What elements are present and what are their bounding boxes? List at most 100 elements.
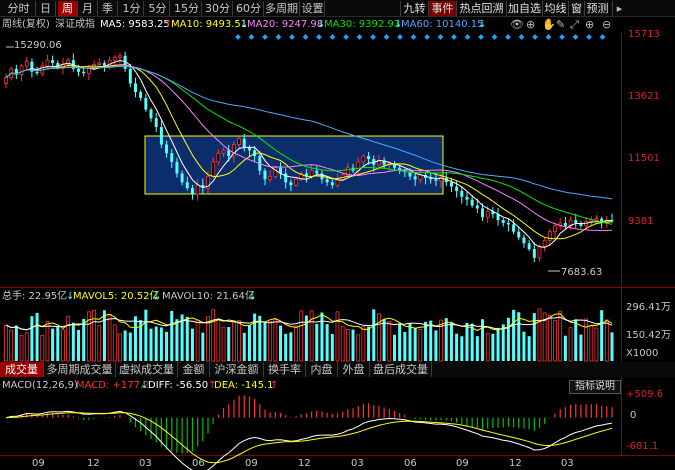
tab-multi-period-volume[interactable]: 多周期成交量	[44, 362, 116, 377]
volume-bar	[294, 325, 298, 362]
candle-body	[579, 222, 583, 226]
volume-bar	[340, 326, 345, 362]
tab-nine-turn[interactable]: 九转	[400, 1, 428, 16]
volume-bar	[522, 331, 526, 361]
diff-value: DIFF: -56.50	[148, 380, 209, 391]
candle-body	[408, 172, 412, 177]
tab-weekly[interactable]: 周	[58, 1, 78, 16]
fullscreen-icon[interactable]: ⤢	[570, 18, 579, 31]
candle-body	[501, 220, 505, 223]
macd-panel-border	[0, 377, 622, 455]
macd-tick-top: +509.6	[626, 389, 664, 400]
plus-circle-icon[interactable]: ⊕	[585, 18, 595, 31]
tab-daily[interactable]: 日	[36, 1, 56, 16]
crosshair-icon[interactable]: ⊕	[526, 18, 536, 31]
tab-after-hours-volume[interactable]: 盘后成交量	[370, 362, 432, 377]
volume-bar	[377, 313, 381, 362]
macd-value: MACD: +177.2	[76, 380, 150, 391]
candle-body	[263, 170, 267, 180]
candle-body	[128, 68, 132, 84]
candle-body	[170, 153, 174, 162]
price-panel-border	[0, 32, 622, 286]
high-annotation: 15290.06	[14, 40, 62, 51]
candle-body	[574, 220, 578, 223]
volume-bar	[553, 320, 557, 362]
candle-body	[133, 83, 137, 93]
price-tick-1: 15713	[628, 29, 660, 40]
volume-bar	[9, 329, 14, 362]
candle-body	[123, 55, 127, 69]
candle-body	[289, 182, 293, 186]
tab-monthly[interactable]: 月	[78, 1, 98, 16]
tab-quarterly[interactable]: 季	[98, 1, 118, 16]
tab-30min[interactable]: 30分	[203, 1, 233, 16]
tab-amount[interactable]: 金额	[178, 362, 210, 377]
macd-arrow: ↓	[140, 380, 149, 391]
volume-bar	[185, 316, 189, 361]
volume-bar	[51, 328, 55, 361]
tab-outer-volume[interactable]: 外盘	[338, 362, 370, 377]
ma20-value: MA20: 9247.98	[247, 19, 324, 30]
pencil-icon[interactable]: ✎	[556, 18, 566, 31]
ma10-line	[5, 64, 613, 240]
tab-forecast[interactable]: 预测	[584, 1, 610, 16]
volume-bar	[123, 330, 127, 361]
tab-inner-volume[interactable]: 内盘	[306, 362, 338, 377]
tab-moving-average[interactable]: 均线	[542, 1, 568, 16]
candle-body	[56, 63, 60, 68]
tab-events[interactable]: 事件	[428, 1, 456, 16]
mavol10-line	[5, 316, 613, 331]
tab-hs-amount[interactable]: 沪深金额	[210, 362, 264, 377]
low-annotation: 7683.63	[561, 267, 602, 278]
tab-virtual-volume[interactable]: 虚拟成交量	[116, 362, 178, 377]
event-marker	[235, 34, 241, 40]
macd-name: MACD(12,26,9)	[2, 380, 78, 391]
event-marker	[329, 34, 336, 40]
index-name: 深证成指	[55, 19, 95, 30]
tab-15min[interactable]: 15分	[172, 1, 202, 16]
volume-bar	[309, 310, 314, 362]
tab-60min[interactable]: 60分	[234, 1, 264, 16]
volume-bar	[403, 331, 407, 361]
candle-body	[154, 118, 158, 128]
event-marker	[262, 34, 268, 40]
volume-bar	[40, 335, 45, 362]
volume-bar	[175, 319, 179, 361]
tab-hot-review[interactable]: 热点回溯	[456, 1, 506, 16]
volume-bar	[537, 308, 542, 362]
candle-body	[330, 182, 334, 186]
tab-settings[interactable]: 设置	[301, 1, 325, 16]
tab-volume[interactable]: 成交量	[0, 362, 44, 377]
volume-bar	[434, 330, 438, 361]
indicator-explain-button[interactable]: 指标说明	[569, 380, 621, 394]
hand-icon[interactable]: ✋	[542, 18, 556, 31]
tab-5min[interactable]: 5分	[146, 1, 170, 16]
volume-bar	[253, 313, 257, 361]
volume-bar	[455, 333, 459, 361]
volume-bar	[258, 315, 262, 361]
eye-icon[interactable]: 👁	[510, 18, 524, 31]
period-toolbar: 分时 日 周 月 季 1分 5分 15分 30分 60分 多周期 设置 九转 事…	[0, 0, 675, 17]
volume-bar	[424, 321, 428, 361]
tab-multi-period[interactable]: 多周期	[265, 1, 300, 16]
event-marker	[532, 34, 538, 40]
ma10-value: MA10: 9493.51	[171, 19, 248, 30]
tab-window[interactable]: 窗	[568, 1, 584, 16]
ma60-line	[5, 65, 613, 200]
candle-body	[434, 179, 438, 181]
candle-body	[294, 178, 298, 186]
tab-minute-chart[interactable]: 分时	[2, 1, 36, 16]
minus-circle-icon[interactable]: ⊖	[602, 18, 612, 31]
collapse-arrow-icon[interactable]: ▸	[612, 1, 626, 16]
tab-turnover[interactable]: 换手率	[264, 362, 306, 377]
tab-add-watchlist[interactable]: 加自选	[506, 1, 541, 16]
tab-1min[interactable]: 1分	[120, 1, 144, 16]
event-marker	[316, 34, 322, 40]
volume-bar	[82, 318, 86, 361]
candle-body	[149, 109, 153, 119]
volume-bar	[512, 309, 516, 361]
x-tick-8: 06	[404, 458, 417, 469]
volume-bar	[579, 334, 583, 361]
volume-bar	[568, 327, 573, 362]
